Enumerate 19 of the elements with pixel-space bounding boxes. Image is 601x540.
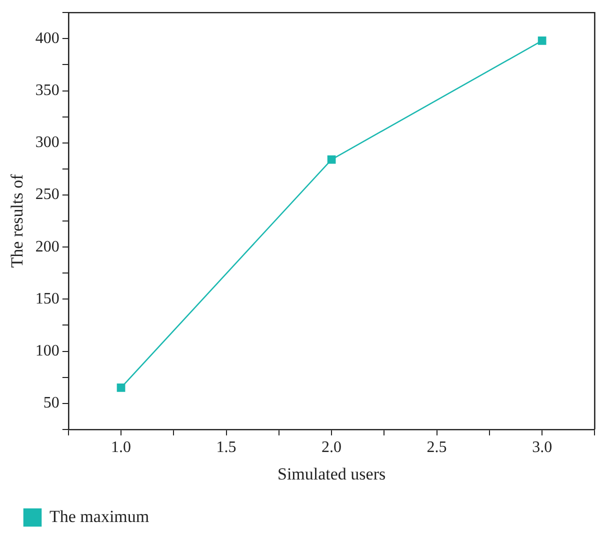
legend-label: The maximum bbox=[50, 506, 150, 526]
y-tick-label: 50 bbox=[43, 394, 60, 412]
x-tick-label: 2.0 bbox=[322, 439, 342, 456]
y-tick-label: 200 bbox=[35, 238, 60, 256]
point bbox=[327, 155, 336, 164]
x-tick-label: 3.0 bbox=[532, 439, 552, 456]
y-tick-label: 400 bbox=[35, 30, 60, 47]
x-tick-label: 1.0 bbox=[111, 439, 132, 456]
y-axis-title: The results of bbox=[8, 174, 27, 268]
y-tick-label: 250 bbox=[35, 186, 60, 204]
y-tick-label: 350 bbox=[35, 82, 60, 99]
x-axis-title: Simulated users bbox=[277, 464, 386, 484]
y-tick-label: 300 bbox=[35, 134, 60, 152]
point bbox=[116, 384, 126, 392]
point bbox=[538, 36, 546, 45]
x-tick-label: 2.5 bbox=[426, 439, 447, 456]
x-tick-label: 1.5 bbox=[216, 439, 236, 456]
y-tick-label: 100 bbox=[35, 342, 60, 360]
y-tick-label: 150 bbox=[35, 290, 60, 308]
